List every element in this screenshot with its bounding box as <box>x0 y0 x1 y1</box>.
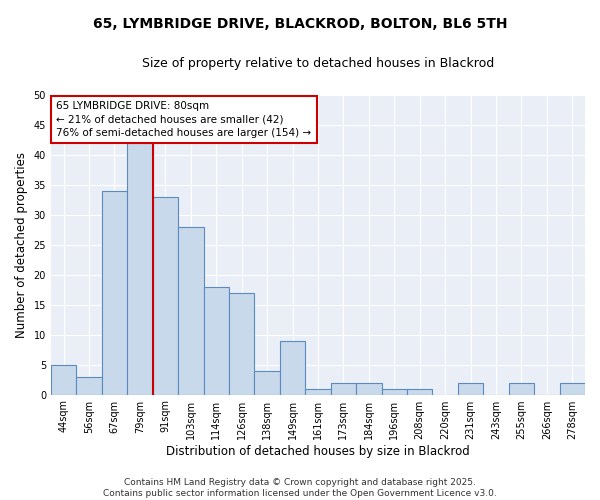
Bar <box>560 382 585 394</box>
Text: Contains HM Land Registry data © Crown copyright and database right 2025.
Contai: Contains HM Land Registry data © Crown c… <box>103 478 497 498</box>
Bar <box>76 376 102 394</box>
Bar <box>356 382 382 394</box>
Bar <box>305 388 331 394</box>
Bar <box>51 364 76 394</box>
Bar <box>280 340 305 394</box>
Y-axis label: Number of detached properties: Number of detached properties <box>15 152 28 338</box>
Text: 65, LYMBRIDGE DRIVE, BLACKROD, BOLTON, BL6 5TH: 65, LYMBRIDGE DRIVE, BLACKROD, BOLTON, B… <box>93 18 507 32</box>
Bar <box>254 370 280 394</box>
Bar <box>382 388 407 394</box>
Bar <box>509 382 534 394</box>
Bar <box>152 197 178 394</box>
Bar <box>331 382 356 394</box>
Bar <box>178 227 203 394</box>
Bar <box>127 143 152 395</box>
Bar <box>229 293 254 394</box>
Bar <box>407 388 433 394</box>
Bar <box>102 191 127 394</box>
Bar <box>203 287 229 395</box>
Bar <box>458 382 483 394</box>
Title: Size of property relative to detached houses in Blackrod: Size of property relative to detached ho… <box>142 58 494 70</box>
Text: 65 LYMBRIDGE DRIVE: 80sqm
← 21% of detached houses are smaller (42)
76% of semi-: 65 LYMBRIDGE DRIVE: 80sqm ← 21% of detac… <box>56 102 311 138</box>
X-axis label: Distribution of detached houses by size in Blackrod: Distribution of detached houses by size … <box>166 444 470 458</box>
